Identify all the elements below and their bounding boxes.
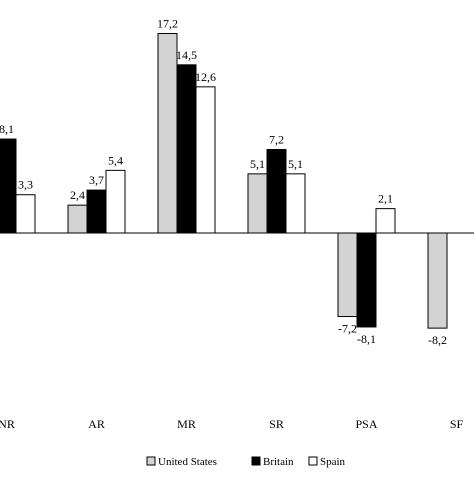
value-label-ar-united-states: 2,4 (70, 188, 85, 202)
legend-label-united-states: United States (158, 456, 217, 468)
value-label-sr-britain: 7,2 (269, 132, 284, 146)
value-label-mr-united-states: 17,2 (157, 16, 178, 30)
value-labels-layer: 3,68,13,32,43,75,417,214,512,65,17,25,1-… (0, 16, 447, 347)
category-labels-layer: NR AR MR SR PSA SF (0, 417, 463, 431)
bar-mr-united-states (157, 32, 178, 234)
value-label-sr-spain: 5,1 (288, 157, 303, 171)
bar-sr-spain (285, 173, 306, 234)
value-label-ar-spain: 5,4 (108, 153, 123, 167)
category-label-ar: AR (88, 417, 105, 431)
bar-sf-united-states (427, 232, 448, 329)
bar-psa-britain (356, 232, 377, 328)
legend: United States Britain Spain (146, 456, 346, 468)
bar-ar-spain (105, 169, 126, 234)
bar-ar-united-states (67, 204, 88, 234)
legend-label-britain: Britain (263, 456, 294, 468)
value-label-ar-britain: 3,7 (89, 173, 104, 187)
value-label-mr-britain: 14,5 (176, 48, 197, 62)
bar-nr-spain (15, 194, 36, 234)
value-label-nr-spain: 3,3 (18, 178, 33, 192)
bar-nr-britain (0, 138, 17, 234)
value-label-psa-britain: -8,1 (357, 332, 376, 346)
value-label-psa-spain: 2,1 (378, 192, 393, 206)
category-label-nr: NR (0, 417, 15, 431)
bars-layer (0, 32, 448, 329)
bar-psa-spain (375, 208, 396, 234)
bar-sr-united-states (247, 173, 268, 234)
legend-swatch-britain (251, 456, 261, 466)
value-label-psa-united-states: -7,2 (338, 322, 357, 336)
bar-mr-spain (195, 86, 216, 234)
value-label-sf-united-states: -8,2 (428, 333, 447, 347)
legend-swatch-spain (308, 456, 318, 466)
bar-sr-britain (266, 148, 287, 234)
value-label-sr-united-states: 5,1 (250, 157, 265, 171)
legend-swatch-united-states (146, 456, 156, 466)
category-label-sf: SF (450, 417, 464, 431)
bar-ar-britain (86, 189, 107, 234)
bar-mr-britain (176, 64, 197, 234)
category-label-mr: MR (177, 417, 196, 431)
bar-psa-united-states (337, 232, 358, 318)
legend-label-spain: Spain (320, 456, 346, 468)
category-label-psa: PSA (355, 417, 377, 431)
category-label-sr: SR (269, 417, 284, 431)
value-label-nr-britain: 8,1 (0, 122, 14, 136)
value-label-mr-spain: 12,6 (195, 70, 216, 84)
